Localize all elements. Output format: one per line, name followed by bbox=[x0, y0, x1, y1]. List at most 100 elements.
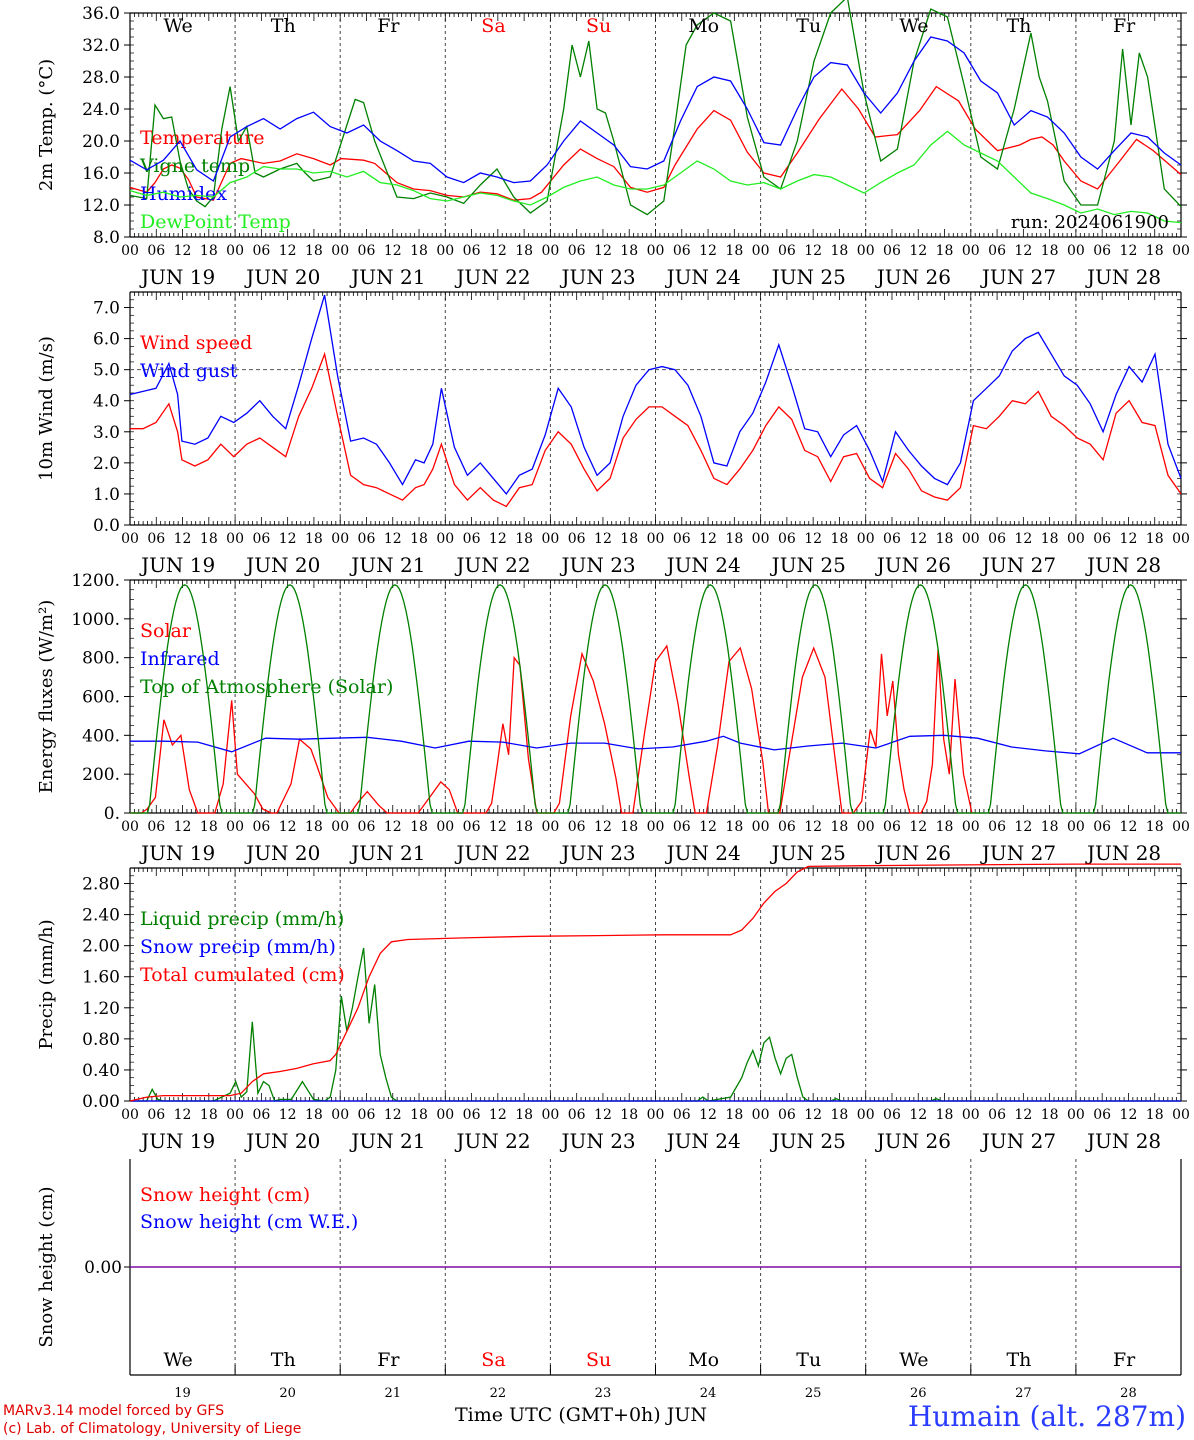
hour-tick-label: 12 bbox=[279, 819, 297, 835]
hour-tick-label: 06 bbox=[252, 819, 270, 835]
date-label: JUN 23 bbox=[559, 553, 635, 577]
series-line-humidex bbox=[129, 36, 1182, 184]
hour-tick-label: 12 bbox=[1014, 1107, 1032, 1123]
hour-tick-label: 06 bbox=[463, 243, 481, 259]
hour-tick-label: 12 bbox=[909, 531, 927, 547]
day-name-label: Tu bbox=[796, 1349, 821, 1371]
hour-tick-label: 18 bbox=[410, 819, 428, 835]
hour-tick-label: 06 bbox=[778, 243, 796, 259]
day-name-label: Sa bbox=[481, 15, 505, 37]
hour-tick-label: 00 bbox=[1067, 1107, 1085, 1123]
y-tick-label: 7.0 bbox=[93, 299, 120, 319]
hour-tick-label: 18 bbox=[305, 243, 323, 259]
hour-tick-label: 18 bbox=[515, 1107, 533, 1123]
hour-tick-label: 06 bbox=[883, 243, 901, 259]
hour-tick-label: 00 bbox=[331, 1107, 349, 1123]
y-tick-label: 5.0 bbox=[93, 361, 120, 381]
hour-tick-label: 06 bbox=[673, 243, 691, 259]
series-line-vigne-temp bbox=[129, 0, 1182, 216]
hour-tick-label: 18 bbox=[1146, 819, 1164, 835]
day-number-label: 22 bbox=[490, 1386, 507, 1401]
hour-tick-label: 00 bbox=[1172, 243, 1190, 259]
hour-tick-label: 18 bbox=[620, 243, 638, 259]
y-tick-label: 28.0 bbox=[82, 68, 120, 88]
day-name-label: Sa bbox=[481, 1349, 505, 1371]
hour-tick-label: 18 bbox=[200, 243, 218, 259]
hour-tick-label: 00 bbox=[647, 243, 665, 259]
hour-tick-label: 18 bbox=[831, 1107, 849, 1123]
day-number-label: 27 bbox=[1015, 1386, 1032, 1401]
date-label: JUN 21 bbox=[349, 1129, 425, 1153]
legend-label: Liquid precip (mm/h) bbox=[140, 908, 344, 930]
date-label: JUN 28 bbox=[1085, 553, 1161, 577]
hour-tick-label: 06 bbox=[673, 531, 691, 547]
hour-tick-label: 00 bbox=[226, 531, 244, 547]
hour-tick-label: 18 bbox=[305, 531, 323, 547]
day-number-label: 19 bbox=[174, 1386, 191, 1401]
hour-tick-label: 00 bbox=[121, 243, 139, 259]
hour-tick-label: 12 bbox=[279, 531, 297, 547]
date-label: JUN 28 bbox=[1085, 841, 1161, 865]
hour-tick-label: 18 bbox=[200, 1107, 218, 1123]
y-axis-title: Energy fluxes (W/m²) bbox=[36, 600, 57, 794]
y-axis-title: Snow height (cm) bbox=[36, 1186, 57, 1347]
hour-tick-label: 12 bbox=[804, 1107, 822, 1123]
run-label: run: 2024061900 bbox=[1011, 212, 1169, 233]
date-label: JUN 22 bbox=[454, 1129, 530, 1153]
y-tick-label: 1.60 bbox=[82, 968, 120, 988]
hour-tick-label: 00 bbox=[226, 243, 244, 259]
hour-tick-label: 00 bbox=[857, 531, 875, 547]
hour-tick-label: 00 bbox=[436, 243, 454, 259]
legend-label: Wind speed bbox=[140, 332, 252, 354]
day-name-label: Fr bbox=[1113, 1349, 1136, 1371]
date-label: JUN 28 bbox=[1085, 1129, 1161, 1153]
legend-label: Humidex bbox=[140, 183, 227, 205]
hour-tick-label: 12 bbox=[174, 819, 192, 835]
date-label: JUN 24 bbox=[665, 1129, 741, 1153]
y-tick-label: 0.00 bbox=[84, 1258, 122, 1278]
hour-tick-label: 00 bbox=[1172, 531, 1190, 547]
hour-tick-label: 00 bbox=[541, 243, 559, 259]
hour-tick-label: 00 bbox=[121, 819, 139, 835]
hour-tick-label: 06 bbox=[147, 531, 165, 547]
hour-tick-label: 18 bbox=[936, 1107, 954, 1123]
hour-tick-label: 12 bbox=[174, 243, 192, 259]
series-line-wind-speed bbox=[130, 351, 1182, 508]
hour-tick-label: 00 bbox=[647, 1107, 665, 1123]
y-tick-label: 200. bbox=[82, 765, 120, 785]
hour-tick-label: 00 bbox=[647, 819, 665, 835]
y-tick-label: 0.00 bbox=[82, 1092, 120, 1112]
hour-tick-label: 18 bbox=[515, 531, 533, 547]
hour-tick-label: 06 bbox=[568, 819, 586, 835]
series-line-liquid-precip-mm-h- bbox=[130, 947, 1181, 1102]
hour-tick-label: 00 bbox=[1172, 819, 1190, 835]
date-label: JUN 27 bbox=[980, 841, 1056, 865]
hour-tick-label: 06 bbox=[463, 1107, 481, 1123]
date-label: JUN 22 bbox=[454, 265, 530, 289]
hour-tick-label: 12 bbox=[804, 819, 822, 835]
hour-tick-label: 12 bbox=[489, 819, 507, 835]
hour-tick-label: 06 bbox=[883, 1107, 901, 1123]
hour-tick-label: 06 bbox=[568, 531, 586, 547]
model-credit: MARv3.14 model forced by GFS bbox=[3, 1403, 225, 1419]
hour-tick-label: 00 bbox=[331, 531, 349, 547]
hour-tick-label: 00 bbox=[541, 1107, 559, 1123]
station-name: Humain (alt. 287m) bbox=[907, 1400, 1186, 1433]
date-label: JUN 28 bbox=[1085, 265, 1161, 289]
hour-tick-label: 12 bbox=[384, 531, 402, 547]
hour-tick-label: 00 bbox=[752, 243, 770, 259]
hour-tick-label: 12 bbox=[804, 531, 822, 547]
hour-tick-label: 18 bbox=[725, 243, 743, 259]
y-tick-label: 1.0 bbox=[93, 485, 120, 505]
hour-tick-label: 12 bbox=[1014, 531, 1032, 547]
hour-tick-label: 00 bbox=[1172, 1107, 1190, 1123]
y-tick-label: 6.0 bbox=[93, 330, 120, 350]
hour-tick-label: 06 bbox=[778, 531, 796, 547]
y-tick-label: 600. bbox=[82, 688, 120, 708]
hour-tick-label: 00 bbox=[857, 243, 875, 259]
date-label: JUN 19 bbox=[139, 265, 215, 289]
day-name-label: Fr bbox=[377, 15, 400, 37]
hour-tick-label: 18 bbox=[1146, 1107, 1164, 1123]
y-tick-label: 2.80 bbox=[82, 875, 120, 895]
